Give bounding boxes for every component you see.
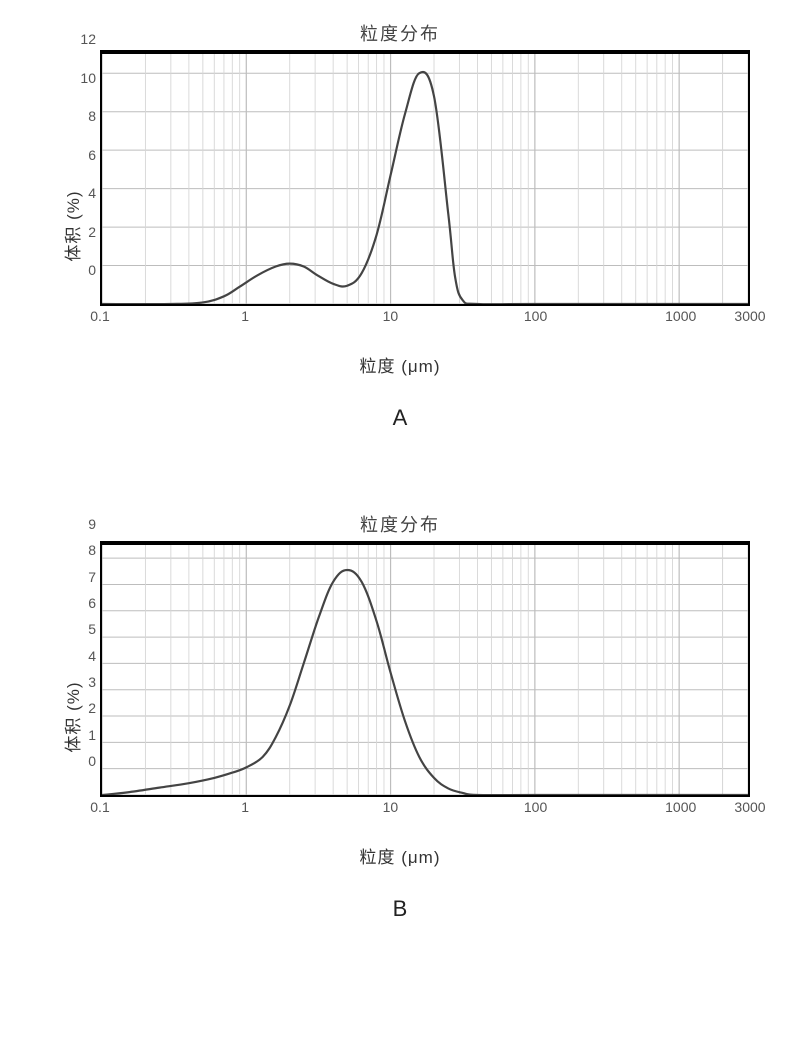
xlabel-a: 粒度 (μm) bbox=[40, 352, 760, 377]
ytick-label: 7 bbox=[88, 569, 96, 585]
xtick-label: 1000 bbox=[665, 799, 696, 815]
ytick-label: 0 bbox=[88, 753, 96, 769]
ytick-label: 10 bbox=[80, 70, 96, 86]
figure-container: 粒度分布 体积 (%) 024681012 0.111010010003000 … bbox=[0, 0, 800, 922]
ytick-label: 8 bbox=[88, 542, 96, 558]
yticks-b: 0123456789 bbox=[70, 511, 98, 761]
chart-title-a: 粒度分布 bbox=[40, 20, 760, 46]
xticks-a: 0.111010010003000 bbox=[100, 306, 750, 326]
xlabel-b: 粒度 (μm) bbox=[40, 843, 760, 868]
ytick-label: 2 bbox=[88, 700, 96, 716]
yticks-a: 024681012 bbox=[70, 20, 98, 270]
ytick-label: 9 bbox=[88, 516, 96, 532]
ytick-label: 0 bbox=[88, 262, 96, 278]
ytick-label: 4 bbox=[88, 648, 96, 664]
xtick-label: 1 bbox=[241, 799, 249, 815]
xtick-label: 10 bbox=[383, 308, 399, 324]
ytick-label: 3 bbox=[88, 674, 96, 690]
ytick-label: 1 bbox=[88, 727, 96, 743]
xtick-label: 3000 bbox=[734, 799, 765, 815]
ytick-label: 12 bbox=[80, 31, 96, 47]
ytick-label: 8 bbox=[88, 108, 96, 124]
xticks-b: 0.111010010003000 bbox=[100, 797, 750, 817]
curve-b bbox=[102, 545, 748, 795]
ytick-label: 5 bbox=[88, 621, 96, 637]
xtick-label: 1 bbox=[241, 308, 249, 324]
panel-letter-b: B bbox=[40, 896, 760, 922]
xtick-label: 3000 bbox=[734, 308, 765, 324]
xtick-label: 1000 bbox=[665, 308, 696, 324]
curve-a bbox=[102, 54, 748, 304]
ytick-label: 4 bbox=[88, 185, 96, 201]
xtick-label: 100 bbox=[524, 799, 547, 815]
ytick-label: 2 bbox=[88, 224, 96, 240]
ytick-label: 6 bbox=[88, 595, 96, 611]
panel-b: 粒度分布 体积 (%) 0123456789 0.111010010003000… bbox=[40, 511, 760, 922]
panel-a: 粒度分布 体积 (%) 024681012 0.111010010003000 … bbox=[40, 20, 760, 431]
xtick-label: 0.1 bbox=[90, 308, 109, 324]
xtick-label: 0.1 bbox=[90, 799, 109, 815]
ytick-label: 6 bbox=[88, 147, 96, 163]
chart-title-b: 粒度分布 bbox=[40, 511, 760, 537]
xtick-label: 100 bbox=[524, 308, 547, 324]
xtick-label: 10 bbox=[383, 799, 399, 815]
chart-box-a bbox=[100, 50, 750, 306]
panel-letter-a: A bbox=[40, 405, 760, 431]
chart-box-b bbox=[100, 541, 750, 797]
